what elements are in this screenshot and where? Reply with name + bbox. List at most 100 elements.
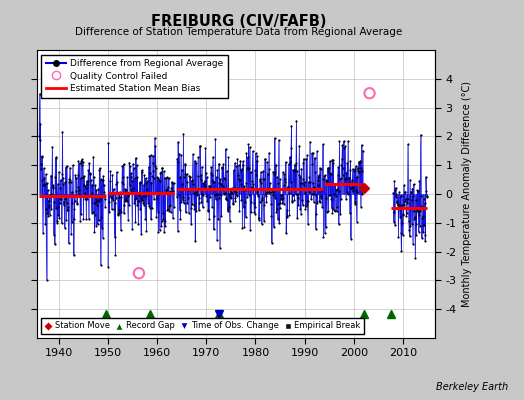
Point	[40, 174, 49, 181]
Point	[133, 174, 141, 180]
Point	[66, 164, 74, 171]
Point	[99, 177, 107, 184]
Point	[257, 220, 266, 227]
Point	[334, 221, 343, 227]
Point	[82, 178, 91, 184]
Point	[81, 190, 90, 196]
Point	[204, 207, 212, 214]
Point	[253, 158, 261, 164]
Point	[330, 182, 339, 188]
Point	[122, 195, 130, 201]
Point	[37, 166, 46, 172]
Point	[128, 185, 137, 192]
Point	[183, 178, 191, 185]
Point	[254, 193, 262, 199]
Point	[101, 204, 110, 210]
Point	[232, 189, 241, 195]
Point	[238, 162, 247, 168]
Point	[62, 216, 70, 223]
Point	[99, 173, 107, 179]
Point	[175, 150, 183, 157]
Point	[201, 178, 209, 184]
Point	[49, 183, 58, 190]
Point	[345, 174, 353, 181]
Point	[121, 186, 129, 192]
Point	[420, 196, 428, 203]
Point	[241, 187, 249, 193]
Point	[322, 195, 330, 201]
Point	[276, 205, 284, 211]
Point	[224, 208, 232, 215]
Point	[341, 174, 350, 181]
Point	[338, 142, 346, 149]
Point	[324, 164, 332, 171]
Point	[43, 210, 51, 216]
Point	[163, 206, 172, 212]
Point	[411, 221, 420, 228]
Point	[146, 170, 155, 176]
Point	[123, 198, 131, 205]
Point	[63, 207, 72, 213]
Point	[174, 159, 183, 166]
Point	[263, 189, 271, 195]
Point	[159, 168, 168, 175]
Point	[222, 195, 231, 201]
Point	[131, 175, 139, 182]
Point	[110, 186, 118, 192]
Point	[270, 171, 278, 178]
Point	[137, 230, 145, 237]
Point	[138, 197, 147, 203]
Point	[196, 143, 204, 149]
Point	[255, 199, 264, 206]
Point	[264, 185, 272, 191]
Point	[249, 181, 257, 188]
Point	[409, 193, 418, 199]
Point	[345, 210, 354, 217]
Point	[74, 172, 82, 178]
Point	[396, 206, 404, 212]
Point	[417, 202, 425, 209]
Point	[141, 175, 150, 182]
Point	[38, 154, 46, 160]
Point	[256, 177, 265, 184]
Point	[247, 199, 256, 205]
Point	[178, 194, 187, 200]
Point	[165, 208, 173, 214]
Point	[342, 196, 350, 202]
Point	[210, 212, 219, 219]
Point	[285, 212, 293, 218]
Point	[353, 189, 362, 195]
Point	[167, 209, 175, 215]
Point	[404, 196, 412, 202]
Point	[253, 189, 261, 196]
Point	[248, 178, 256, 184]
Point	[308, 190, 316, 197]
Point	[179, 130, 188, 137]
Point	[283, 184, 292, 190]
Point	[234, 172, 243, 178]
Point	[405, 226, 413, 233]
Point	[413, 187, 421, 194]
Point	[75, 186, 83, 193]
Point	[233, 192, 241, 198]
Point	[98, 176, 106, 183]
Point	[223, 206, 232, 212]
Point	[168, 179, 176, 185]
Point	[274, 180, 282, 186]
Point	[219, 161, 227, 168]
Point	[242, 214, 250, 220]
Point	[130, 199, 138, 206]
Point	[419, 221, 428, 228]
Point	[47, 172, 55, 179]
Point	[210, 178, 219, 185]
Point	[419, 228, 427, 235]
Point	[392, 194, 400, 200]
Point	[64, 207, 72, 213]
Point	[119, 180, 127, 187]
Point	[343, 190, 352, 197]
Point	[327, 196, 335, 202]
Point	[162, 174, 171, 180]
Point	[401, 189, 409, 195]
Point	[148, 160, 157, 166]
Point	[71, 174, 80, 181]
